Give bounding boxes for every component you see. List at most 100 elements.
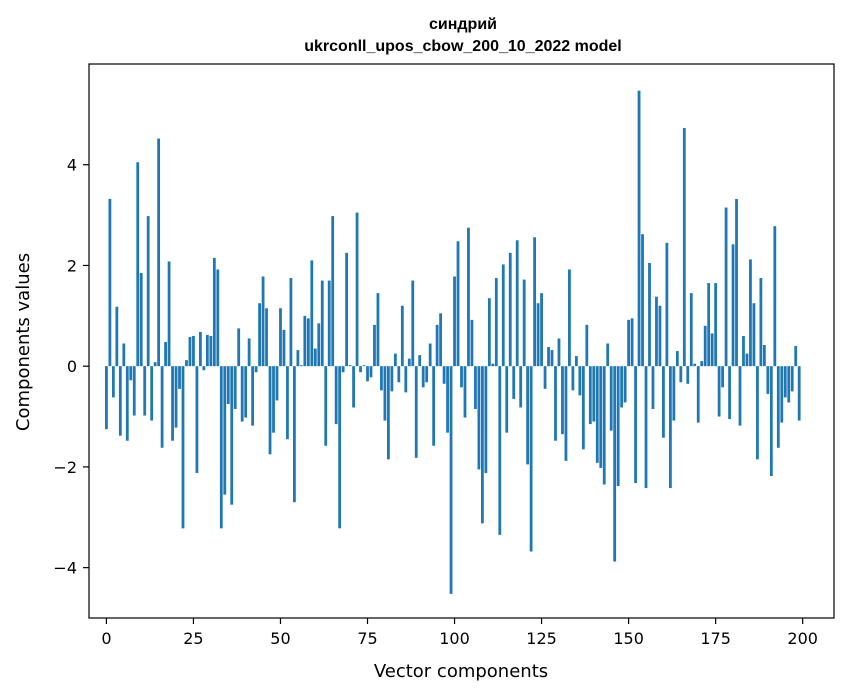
bar: [226, 366, 230, 404]
bar: [174, 366, 178, 428]
bar: [731, 244, 735, 367]
bar: [780, 366, 784, 423]
bar: [157, 138, 161, 367]
bar: [275, 366, 279, 401]
bar: [376, 293, 380, 367]
bar: [230, 366, 234, 505]
bar: [710, 333, 714, 367]
y-tick-label: 4: [67, 156, 77, 175]
bar: [327, 280, 331, 367]
bar: [421, 366, 425, 388]
plot-area-frame: [88, 63, 835, 619]
bar: [644, 366, 648, 489]
bar: [508, 252, 512, 367]
x-tick-label: 50: [270, 629, 290, 648]
bar: [439, 313, 443, 367]
bar: [776, 366, 780, 448]
bar: [735, 198, 738, 367]
bar: [707, 283, 711, 367]
bar: [380, 366, 383, 391]
bar: [261, 276, 265, 367]
bar: [164, 342, 167, 367]
bar: [153, 362, 157, 367]
bar: [783, 366, 787, 398]
bar: [205, 334, 209, 367]
bar: [599, 366, 603, 468]
bar: [749, 259, 752, 367]
bar: [606, 343, 610, 367]
bar: [393, 353, 397, 367]
bar: [536, 303, 540, 367]
bar: [672, 366, 676, 421]
bar: [171, 366, 174, 441]
bar: [352, 366, 355, 408]
chart-subtitle: ukrconll_upos_cbow_200_10_2022 model: [304, 38, 621, 55]
bar: [258, 303, 261, 367]
bar: [132, 366, 136, 416]
bar: [717, 366, 721, 417]
bar: [602, 366, 606, 485]
bar: [331, 216, 335, 367]
bar: [209, 335, 213, 367]
bar: [199, 331, 202, 367]
y-axis-label: Components values: [13, 253, 34, 431]
bar: [470, 319, 474, 367]
bar: [143, 366, 147, 416]
bar: [428, 343, 432, 367]
bar: [341, 366, 345, 373]
bar: [533, 237, 536, 367]
bar: [293, 366, 296, 503]
bar: [481, 366, 484, 524]
bar: [233, 366, 237, 409]
bar: [359, 366, 362, 373]
bar: [564, 366, 568, 461]
bar: [265, 308, 268, 367]
bar: [146, 216, 150, 367]
bar: [637, 90, 641, 367]
bar: [487, 298, 491, 367]
bar: [317, 323, 321, 367]
bar: [759, 278, 763, 367]
bar: [668, 366, 672, 489]
bar: [613, 366, 617, 562]
bar: [216, 269, 220, 367]
bar: [268, 366, 272, 455]
bar: [547, 347, 550, 367]
bar: [540, 293, 543, 367]
bar: [578, 366, 582, 396]
bar: [714, 283, 718, 367]
bar: [689, 293, 693, 367]
bar: [756, 366, 759, 460]
bar: [752, 303, 756, 367]
bar: [609, 366, 613, 431]
y-tick-label: −4: [53, 559, 77, 578]
bar: [794, 346, 798, 367]
y-tick-label: 2: [67, 256, 77, 275]
bar: [790, 366, 794, 392]
x-tick-label: 100: [439, 629, 470, 648]
bar: [554, 366, 557, 441]
bar: [244, 366, 248, 418]
bar: [463, 366, 467, 418]
bar: [505, 366, 509, 433]
x-tick-label: 25: [183, 629, 203, 648]
bar: [648, 262, 651, 367]
bar: [411, 280, 415, 367]
bar: [167, 261, 171, 367]
x-tick-label: 0: [101, 629, 111, 648]
bar: [251, 366, 255, 426]
bar: [407, 358, 411, 367]
chart-title: синдрий: [429, 16, 497, 33]
bar: [313, 348, 317, 367]
bar: [787, 366, 791, 403]
bar: [616, 366, 620, 487]
bar: [202, 366, 206, 371]
bar: [108, 198, 112, 367]
bar: [150, 366, 154, 421]
bar: [345, 252, 349, 367]
bar: [296, 350, 300, 367]
bar: [498, 366, 502, 535]
bar: [620, 366, 624, 408]
bar: [320, 280, 324, 367]
bar: [679, 366, 683, 383]
